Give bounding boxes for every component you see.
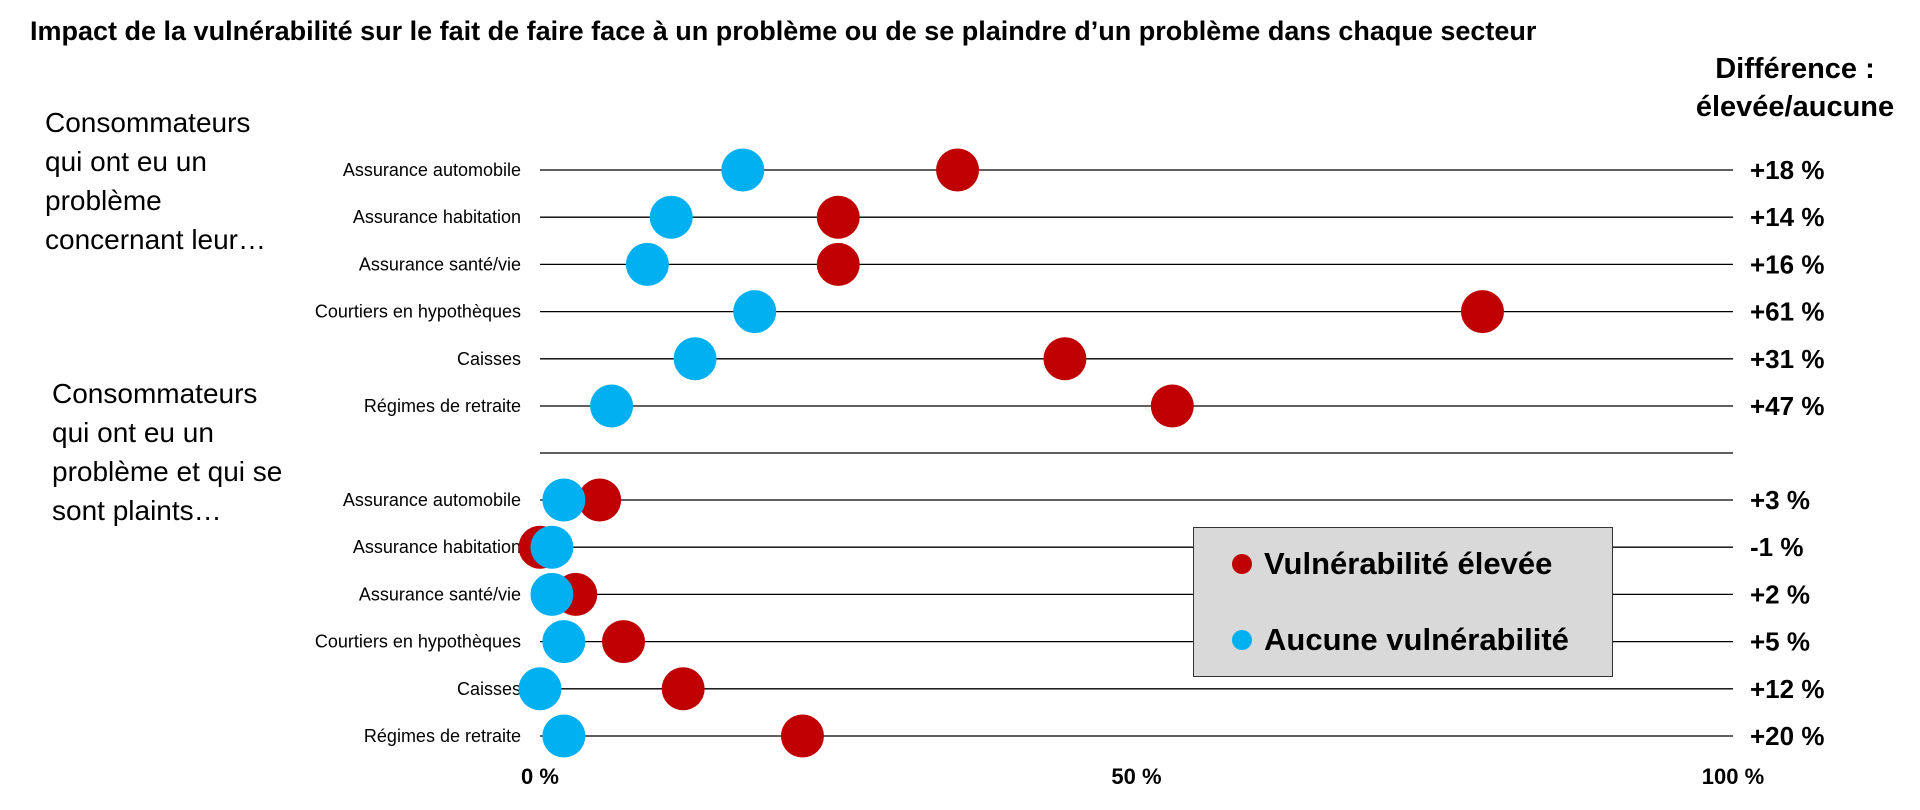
- difference-value: +14 %: [1750, 202, 1824, 232]
- x-tick-label: 0 %: [521, 764, 559, 789]
- category-label: Régimes de retraite: [364, 396, 521, 416]
- x-tick-label: 100 %: [1702, 764, 1764, 789]
- category-label: Assurance santé/vie: [359, 584, 521, 604]
- dot-high-vulnerability: [661, 667, 705, 711]
- difference-value: -1 %: [1750, 532, 1803, 562]
- legend-marker-high-icon: [1232, 553, 1252, 574]
- category-label: Assurance automobile: [343, 160, 521, 180]
- dot-no-vulnerability: [733, 290, 777, 334]
- difference-value: +18 %: [1750, 155, 1824, 185]
- dot-no-vulnerability: [721, 148, 765, 192]
- difference-value: +2 %: [1750, 579, 1810, 609]
- group-label-complained: Consommateurs qui ont eu un problème et …: [52, 378, 283, 526]
- dot-high-vulnerability: [816, 242, 860, 286]
- category-label: Assurance habitation: [353, 207, 521, 227]
- dot-high-vulnerability: [1150, 384, 1194, 428]
- difference-value: +31 %: [1750, 344, 1824, 374]
- dot-no-vulnerability: [518, 667, 562, 711]
- dot-high-vulnerability: [1043, 337, 1087, 381]
- legend-label-none: Aucune vulnérabilité: [1264, 622, 1569, 657]
- category-label: Régimes de retraite: [364, 726, 521, 746]
- category-label: Courtiers en hypothèques: [315, 632, 521, 652]
- dot-no-vulnerability: [542, 478, 586, 522]
- difference-header-line-2: élevée/aucune: [1695, 91, 1895, 123]
- legend: Vulnérabilité élevée Aucune vulnérabilit…: [1193, 527, 1613, 677]
- dot-no-vulnerability: [590, 384, 634, 428]
- x-tick-label: 50 %: [1111, 764, 1161, 789]
- dot-no-vulnerability: [530, 525, 574, 569]
- category-label: Caisses: [457, 349, 521, 369]
- dot-high-vulnerability: [936, 148, 980, 192]
- dot-no-vulnerability: [649, 195, 693, 239]
- dot-high-vulnerability: [578, 478, 622, 522]
- legend-label-high: Vulnérabilité élevée: [1264, 546, 1553, 581]
- difference-value: +12 %: [1750, 674, 1824, 704]
- difference-value: +3 %: [1750, 485, 1810, 515]
- dot-no-vulnerability: [542, 620, 586, 664]
- dot-high-vulnerability: [780, 714, 824, 758]
- category-label: Assurance automobile: [343, 490, 521, 510]
- legend-item-high-vulnerability: Vulnérabilité élevée: [1232, 546, 1552, 582]
- difference-value: +47 %: [1750, 391, 1824, 421]
- category-label: Assurance santé/vie: [359, 254, 521, 274]
- dot-high-vulnerability: [1460, 290, 1504, 334]
- dot-no-vulnerability: [530, 572, 574, 616]
- difference-value: +61 %: [1750, 297, 1824, 327]
- difference-value: +20 %: [1750, 721, 1824, 751]
- category-label: Courtiers en hypothèques: [315, 302, 521, 322]
- dot-no-vulnerability: [673, 337, 717, 381]
- category-label: Caisses: [457, 679, 521, 699]
- group-label-problem: Consommateurs qui ont eu un problème con…: [45, 107, 267, 255]
- dot-no-vulnerability: [625, 242, 669, 286]
- dot-high-vulnerability: [602, 620, 646, 664]
- category-label: Assurance habitation: [353, 537, 521, 557]
- difference-column-header: Différence : élevée/aucune: [1680, 50, 1910, 126]
- legend-item-no-vulnerability: Aucune vulnérabilité: [1232, 622, 1569, 658]
- difference-value: +16 %: [1750, 249, 1824, 279]
- dot-no-vulnerability: [542, 714, 586, 758]
- chart-title: Impact de la vulnérabilité sur le fait d…: [30, 16, 1537, 46]
- legend-marker-none-icon: [1232, 629, 1252, 650]
- difference-header-line-1: Différence :: [1715, 53, 1875, 85]
- difference-value: +5 %: [1750, 627, 1810, 657]
- dot-high-vulnerability: [816, 195, 860, 239]
